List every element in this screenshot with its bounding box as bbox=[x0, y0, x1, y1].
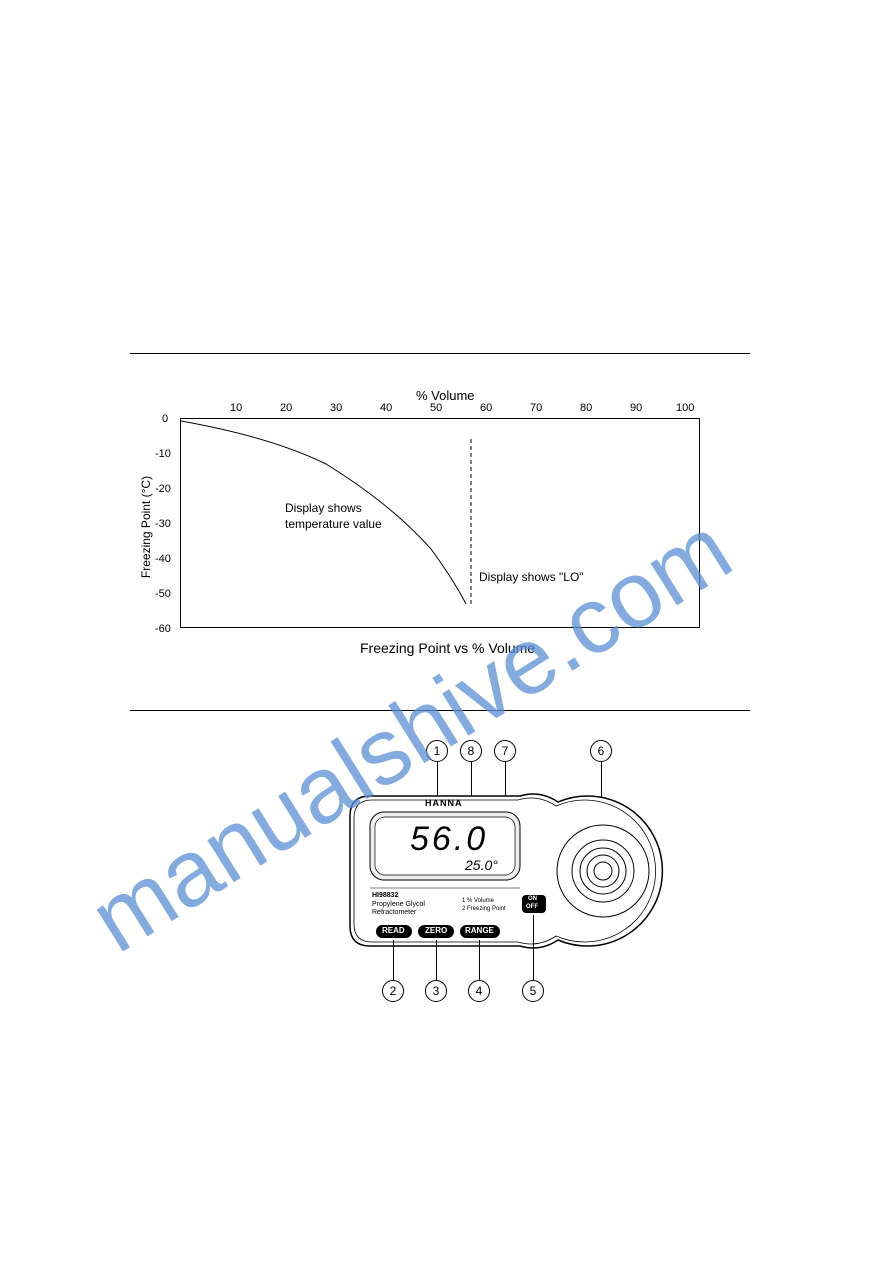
annotation-text: temperature value bbox=[285, 517, 382, 531]
x-tick: 100 bbox=[676, 402, 694, 414]
callout-line bbox=[436, 940, 437, 980]
x-tick: 50 bbox=[430, 402, 442, 414]
device-svg bbox=[300, 740, 720, 1050]
read-button: READ bbox=[382, 926, 405, 935]
callout-4: 4 bbox=[468, 980, 490, 1002]
callout-3: 3 bbox=[425, 980, 447, 1002]
divider bbox=[130, 710, 750, 711]
on-label: ON bbox=[528, 896, 537, 902]
annotation-text: Display shows bbox=[285, 501, 362, 515]
chart-caption: Freezing Point vs % Volume bbox=[360, 640, 535, 656]
chart-annotation-left: Display shows temperature value bbox=[285, 501, 382, 532]
callout-line bbox=[393, 940, 394, 980]
document-page: % Volume 10 20 30 40 50 60 70 80 90 100 … bbox=[0, 0, 893, 1263]
callout-line bbox=[533, 915, 534, 980]
y-tick: -50 bbox=[155, 588, 171, 600]
lcd-main-value: 56.0 bbox=[410, 820, 488, 859]
callout-2: 2 bbox=[382, 980, 404, 1002]
chart-plot-area bbox=[180, 418, 700, 628]
device-illustration: 1 8 7 6 bbox=[300, 740, 720, 1050]
range-button: RANGE bbox=[465, 926, 494, 935]
brand-label: HANNA bbox=[425, 798, 463, 808]
y-tick: -30 bbox=[155, 518, 171, 530]
model-label: HI98832 bbox=[372, 892, 398, 899]
chart-annotation-right: Display shows "LO" bbox=[479, 570, 584, 586]
x-tick: 20 bbox=[280, 402, 292, 414]
lcd-temp-value: 25.0° bbox=[465, 857, 498, 873]
x-tick: 80 bbox=[580, 402, 592, 414]
x-tick: 10 bbox=[230, 402, 242, 414]
chart-svg bbox=[181, 419, 701, 629]
callout-line bbox=[479, 940, 480, 980]
x-tick: 70 bbox=[530, 402, 542, 414]
scale-label: 1 % Volume bbox=[462, 898, 494, 904]
y-tick: -20 bbox=[155, 483, 171, 495]
chart-x-title: % Volume bbox=[416, 388, 475, 403]
freezing-point-chart: % Volume 10 20 30 40 50 60 70 80 90 100 … bbox=[180, 410, 720, 670]
scale-label: 2 Freezing Point bbox=[462, 906, 506, 912]
divider bbox=[130, 353, 750, 354]
x-tick: 40 bbox=[380, 402, 392, 414]
x-tick: 30 bbox=[330, 402, 342, 414]
y-tick: 0 bbox=[162, 413, 168, 425]
chart-y-label: Freezing Point (°C) bbox=[139, 476, 153, 578]
y-tick: -60 bbox=[155, 623, 171, 635]
callout-5: 5 bbox=[522, 980, 544, 1002]
off-label: OFF bbox=[526, 904, 538, 910]
zero-button: ZERO bbox=[425, 926, 447, 935]
x-tick: 90 bbox=[630, 402, 642, 414]
product-label: Propylene Glycol bbox=[372, 901, 425, 908]
x-tick: 60 bbox=[480, 402, 492, 414]
y-tick: -40 bbox=[155, 553, 171, 565]
product-label: Refractometer bbox=[372, 909, 416, 916]
y-tick: -10 bbox=[155, 448, 171, 460]
